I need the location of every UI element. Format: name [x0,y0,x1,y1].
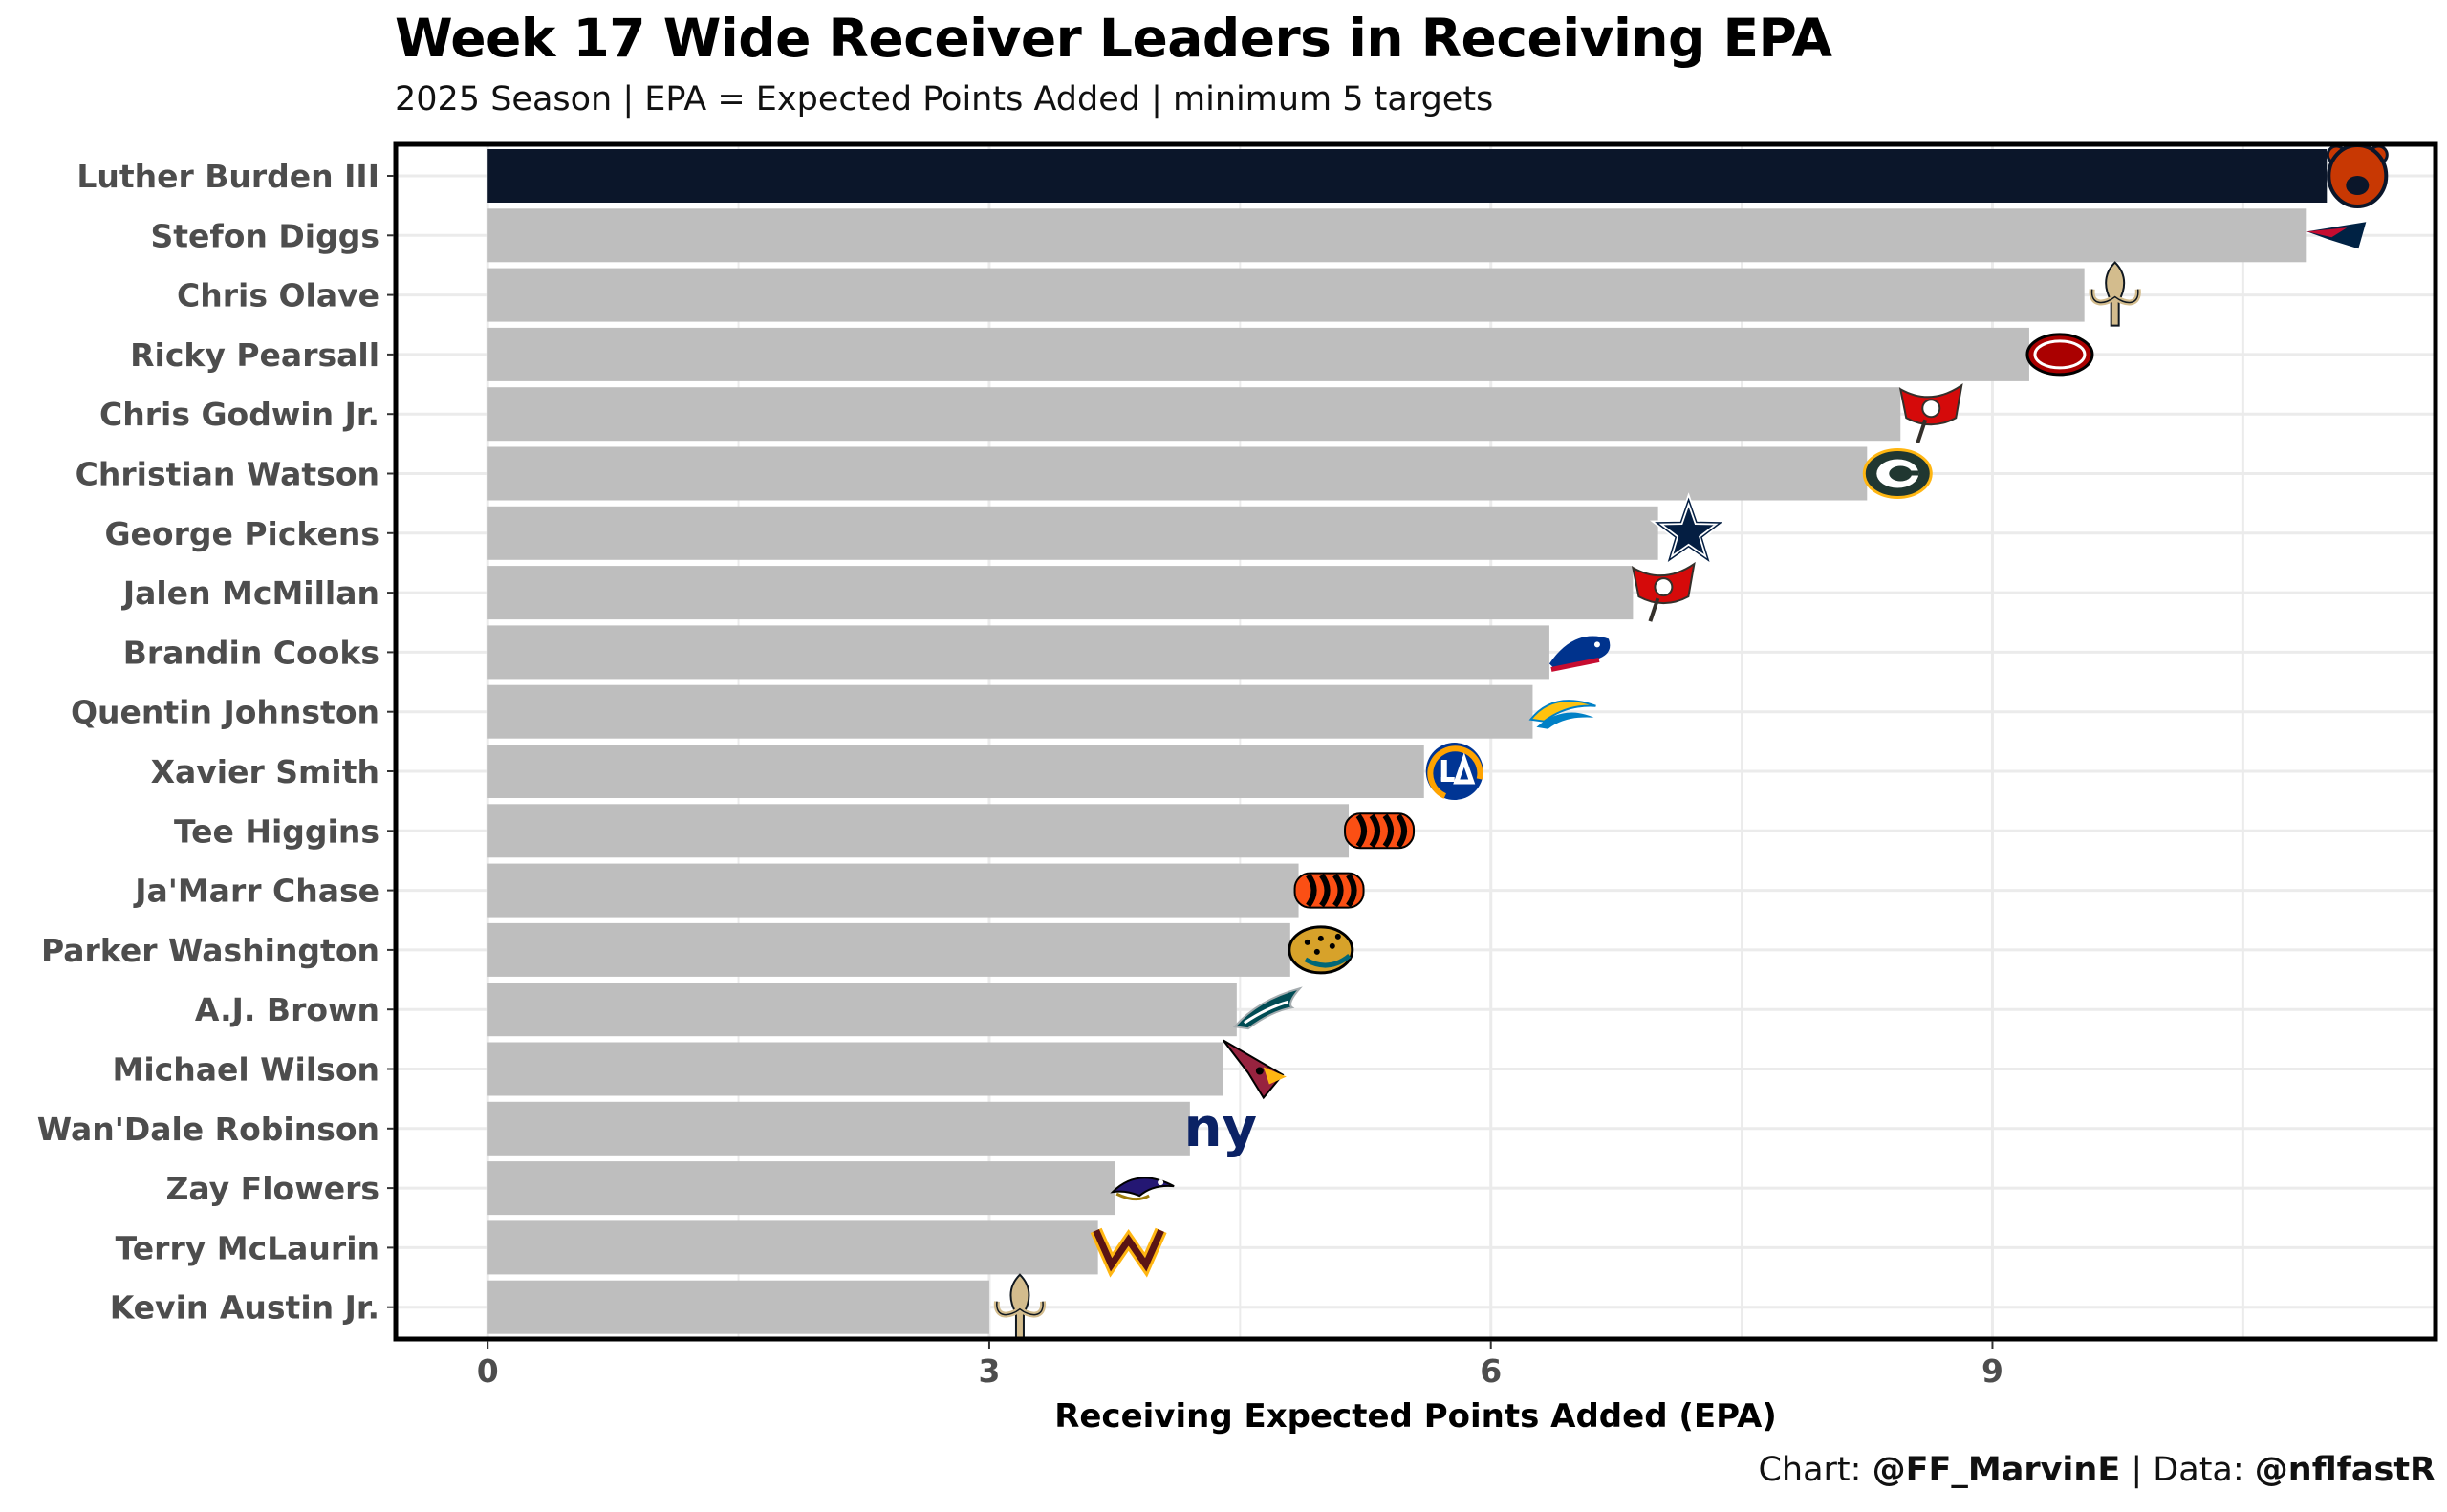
caption-prefix: Chart: [1758,1451,1873,1489]
x-tick-label: 3 [978,1352,1000,1390]
y-tick-label: Jalen McMillan [121,574,379,612]
bar [487,268,2085,322]
team-logos: ny [993,143,2389,1339]
y-tick-label: Michael Wilson [113,1051,380,1089]
caption: Chart: @FF_MarvinE | Data: @nflfastR [1758,1451,2436,1489]
y-tick-label: Brandin Cooks [123,634,379,671]
y-tick-label: Xavier Smith [151,753,379,790]
team-logo-ari-icon [1223,1039,1287,1100]
caption-author: @FF_MarvinE [1872,1451,2121,1489]
team-logo-lac-icon [1528,700,1596,729]
bar [487,1280,989,1334]
bar [487,625,1549,680]
chart-title: Week 17 Wide Receiver Leaders in Receivi… [395,8,1832,69]
team-logo-cin-icon [1293,872,1365,909]
y-tick-label: Tee Higgins [174,812,379,850]
team-logo-chi-icon [2326,143,2389,208]
y-tick-label: Wan'Dale Robinson [37,1111,379,1148]
y-tick-label: Kevin Austin Jr. [110,1289,379,1327]
bar [487,863,1299,918]
x-tick-label: 0 [477,1352,499,1390]
bar [487,387,1901,442]
team-logo-no-icon [2089,261,2141,327]
x-tick-label: 9 [1981,1352,2003,1390]
bar [487,922,1290,977]
bar [487,1220,1098,1275]
y-tick-label: Ricky Pearsall [130,336,379,374]
team-logo-phi-icon [1232,986,1303,1030]
y-tick-label: Chris Olave [177,277,379,314]
bar [487,149,2328,203]
team-logo-cin-icon [1344,812,1416,850]
y-tick-label: Ja'Marr Chase [133,873,379,910]
y-tick-label: Stefon Diggs [150,217,379,254]
team-logo-sf-icon [2025,333,2094,377]
y-tick-label: A.J. Brown [195,991,379,1028]
caption-separator: | Data: [2120,1451,2255,1489]
team-logo-ne-icon [2306,222,2367,249]
team-logo-nyg-icon: ny [1184,1097,1257,1159]
bar [487,327,2029,381]
team-logo-tb-icon [1898,383,1963,443]
team-logo-jax-icon [1288,925,1354,975]
x-axis-ticks: 0 3 6 9 [477,1341,2003,1390]
bar [487,208,2307,263]
team-logo-gb-icon [1862,448,1933,499]
team-logo-bal-icon [1110,1177,1175,1201]
chart-subtitle: 2025 Season | EPA = Expected Points Adde… [395,80,1494,119]
bar [487,745,1424,798]
bar [487,1101,1190,1156]
team-logo-tb-icon [1631,561,1696,622]
y-tick-label: Chris Godwin Jr. [99,396,379,433]
y-tick-label: Terry McLaurin [116,1229,379,1266]
y-tick-label: Luther Burden III [76,158,379,195]
bar [487,1042,1224,1096]
team-logo-la-icon [1425,743,1483,800]
y-tick-label: George Pickens [104,515,379,552]
y-axis-labels: Luther Burden III Stefon Diggs Chris Olave… [37,158,394,1327]
bar [487,684,1533,739]
x-axis-title: Receiving Expected Points Added (EPA) [1054,1397,1777,1436]
bar [487,446,1868,501]
grid [396,144,2436,1339]
team-logo-was-icon [1090,1227,1167,1278]
bar [487,804,1350,858]
caption-source: @nflfastR [2254,1451,2436,1489]
y-tick-label: Christian Watson [76,456,379,493]
bars [487,149,2328,1334]
team-logo-dal-icon [1650,492,1728,567]
panel-border [393,141,2438,1342]
bar [487,506,1658,560]
y-tick-label: Quentin Johnston [71,694,379,731]
x-tick-label: 6 [1480,1352,1502,1390]
svg-text:ny: ny [1184,1097,1257,1159]
y-tick-label: Zay Flowers [166,1170,380,1207]
bar [487,983,1237,1037]
y-tick-label: Parker Washington [41,932,379,969]
team-logo-buf-icon [1548,636,1611,672]
bar [487,566,1634,620]
bar [487,1161,1115,1216]
